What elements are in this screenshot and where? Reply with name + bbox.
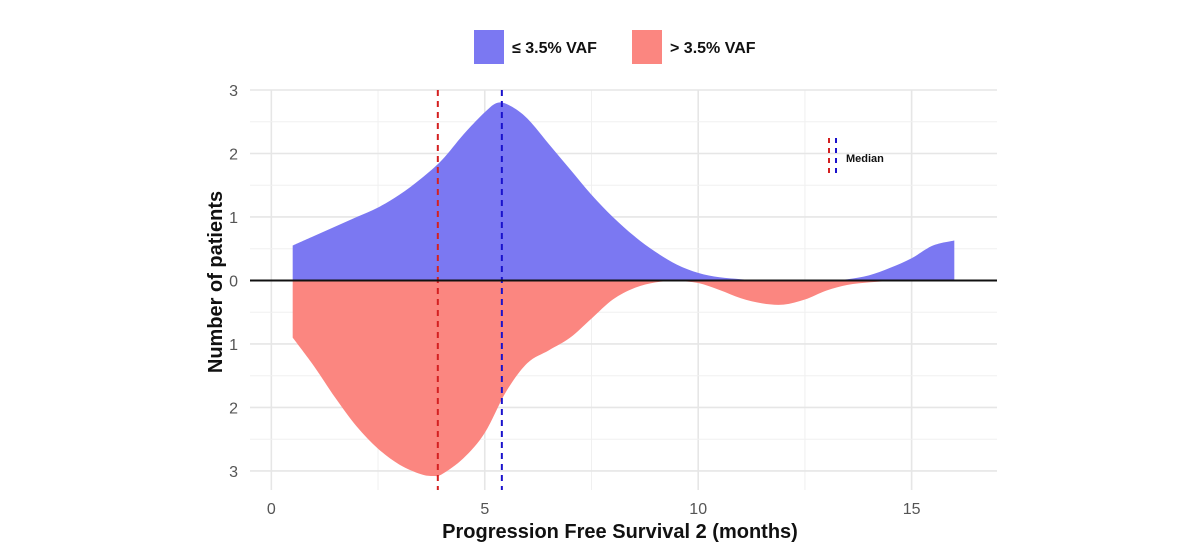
y-tick-label: 2 [229,400,238,417]
legend: ≤ 3.5% VAF > 3.5% VAF [474,30,756,64]
y-tick-label: 2 [229,146,238,163]
legend-swatch-low-vaf [474,30,504,64]
x-tick-label: 15 [903,501,921,518]
x-tick-label: 0 [267,501,276,518]
y-tick-label: 3 [229,464,238,481]
y-tick-label: 1 [229,210,238,227]
x-axis-title: Progression Free Survival 2 (months) [442,521,798,543]
density-area-high-vaf [292,280,912,477]
median-legend: Median [828,138,884,174]
y-tick-label: 3 [229,83,238,100]
x-tick-label: 5 [480,501,489,518]
median-legend-label: Median [846,153,884,165]
median-layer [436,90,503,490]
area-layer [292,102,955,477]
legend-swatch-high-vaf [632,30,662,64]
legend-label-high-vaf: > 3.5% VAF [670,40,756,57]
y-tick-label: 0 [229,273,238,290]
y-axis-title: Number of patients [205,191,227,373]
density-area-low-vaf [292,102,955,281]
legend-label-low-vaf: ≤ 3.5% VAF [512,40,597,57]
x-tick-label: 10 [689,501,707,518]
y-tick-label: 1 [229,337,238,354]
